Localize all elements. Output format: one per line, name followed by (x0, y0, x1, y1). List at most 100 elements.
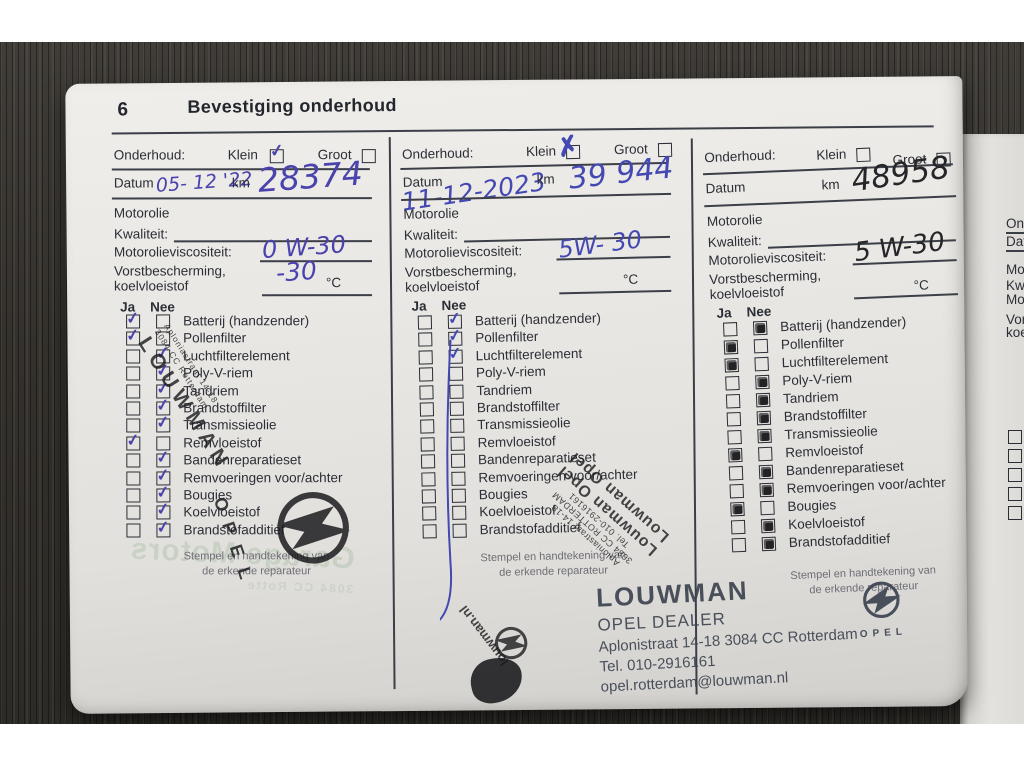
fragment-checkbox (1008, 430, 1022, 444)
checkbox-nee (754, 356, 769, 372)
ja-header: Ja (716, 305, 732, 321)
checklist-item-label: Bougies (478, 486, 528, 503)
km-handwriting: 28374 (256, 153, 365, 200)
opel-logo-icon (862, 581, 901, 619)
checkbox-ja (728, 447, 743, 463)
check-mark (757, 394, 769, 406)
checkbox-ja (422, 523, 437, 539)
checklist-item-label: Batterij (handzender) (183, 313, 310, 329)
checklist-item-label: Remvloeistof (477, 433, 556, 451)
checkbox-ja (421, 489, 437, 504)
checkbox-ja (421, 471, 436, 487)
stamp-note: Stempel en handtekening van de erkende r… (183, 550, 330, 578)
fragment-checkbox (1008, 506, 1022, 520)
kwaliteit-label: Kwaliteit: (707, 232, 763, 251)
check-mark (757, 376, 768, 388)
checklist-item-label: Brandstoffilter (783, 405, 868, 425)
next-page-fragment: koelvloeistof (1006, 325, 1024, 340)
nee-header: Nee (150, 299, 175, 315)
check-mark (732, 503, 743, 515)
page-number: 6 (117, 99, 129, 121)
checklist-item-label: Koelvloeistof (787, 514, 865, 533)
checkbox-ja (724, 358, 739, 373)
motorolie-label: Motorolie (706, 211, 763, 230)
checkbox-ja (126, 384, 141, 399)
viscositeit-label: Motorolieviscositeit: (708, 248, 827, 269)
checkbox-nee (755, 392, 771, 408)
checklist-item-label: Pollenfilter (780, 334, 845, 353)
checkbox-nee (761, 536, 777, 552)
checklist-row: Brandstofadditief (110, 522, 402, 540)
check-mark (726, 360, 737, 371)
next-page-sliver: Onderhoud: Datum Motorolie Kwaliteit: Mo… (960, 134, 1024, 724)
checkbox-ja (722, 322, 738, 337)
checkbox-ja (126, 488, 141, 503)
checkbox-ja (731, 537, 747, 553)
opel-brand-stamp: OPEL (854, 577, 910, 640)
check-mark (755, 322, 766, 334)
celsius-label: °C (913, 277, 930, 293)
motorolie-label: Motorolie (113, 205, 170, 221)
viscositeit-label: Motorolieviscositeit: (113, 244, 232, 260)
kwaliteit-label: Kwaliteit: (113, 226, 168, 242)
checkbox-ja (419, 384, 434, 400)
checkbox-nee (756, 410, 772, 426)
header-rule (111, 125, 934, 135)
maintenance-booklet-page: 6 Bevestiging onderhoud Garage Motors 30… (65, 76, 968, 714)
checklist-item-label: Luchtfilterelement (475, 345, 583, 364)
checkbox-ja (419, 402, 435, 417)
service-entry-column-1: Onderhoud: Klein Groot Datum 05- 12 '22 … (110, 141, 403, 702)
checklist-row: Transmissieolie (110, 417, 402, 435)
checklist-row: Brandstoffilter (110, 400, 402, 418)
field-line (262, 294, 373, 296)
onderhoud-label: Onderhoud: (401, 145, 474, 162)
checkbox-ja (730, 519, 746, 535)
datum-label: Datum (113, 175, 154, 191)
checkbox-ja (730, 501, 745, 517)
checkbox-nee (755, 374, 770, 390)
checkbox-ja (729, 483, 745, 499)
checkbox-ja (723, 340, 739, 355)
opel-logo-stamp-small (494, 626, 528, 660)
checklist-row: Remvloeistof (110, 435, 402, 453)
checklist-item-label: Transmissieolie (784, 423, 879, 443)
checkbox-ja (126, 366, 141, 381)
next-page-fragment: Motorolieviscositeit: (1006, 292, 1024, 307)
checkbox-ja (126, 436, 141, 451)
opel-logo-stamp (276, 492, 351, 564)
checkbox-nee (156, 418, 171, 433)
louwman-dealer-stamp: LOUWMAN OPEL DEALER Aplonistraat 14-18 3… (595, 575, 859, 696)
checkbox-ja (725, 393, 741, 409)
check-mark (125, 429, 141, 451)
onderhoud-label: Onderhoud: (704, 147, 776, 166)
field-line (559, 289, 672, 294)
checkbox-ja (422, 506, 437, 521)
check-mark (762, 520, 774, 532)
checkbox-nee (758, 464, 774, 480)
frost-handwriting: -30 (275, 255, 318, 288)
checkbox-ja (418, 350, 433, 365)
koelvloeistof-label: koelvloeistof (404, 278, 480, 295)
x-mark (555, 134, 581, 158)
checklist-item-label: Transmissieolie (477, 415, 571, 433)
checklist-item-label: Tandriem (476, 381, 533, 398)
checklist-row: Koelvloeistof (110, 504, 402, 522)
checkbox-nee (760, 500, 775, 516)
fragment-line (1006, 250, 1024, 252)
checkbox-ja (126, 453, 141, 468)
klein-label: Klein (525, 143, 557, 160)
ja-header: Ja (411, 298, 427, 314)
checkbox-ja (126, 401, 141, 416)
checklist-item-label: Poly-V-riem (475, 363, 546, 381)
checklist-item-label: Luchtfilterelement (781, 351, 889, 371)
checklist-row: Bougies (110, 487, 402, 505)
check-mark (725, 342, 737, 353)
checklist-item-label: Luchtfilterelement (183, 348, 290, 364)
km-label: km (536, 171, 555, 187)
check-mark (760, 466, 772, 478)
field-line (704, 195, 957, 207)
next-page-fragment: Kwaliteit: (1006, 278, 1024, 293)
checkbox-nee (752, 320, 768, 336)
groot-checkbox (361, 149, 376, 164)
